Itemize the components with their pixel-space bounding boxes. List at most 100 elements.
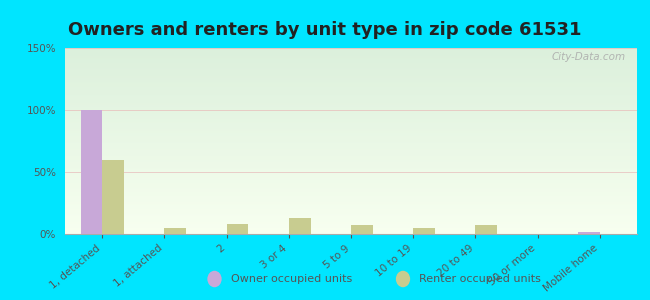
Bar bbox=[65, 184, 637, 185]
Bar bbox=[65, 119, 637, 120]
Bar bbox=[65, 70, 637, 71]
Bar bbox=[65, 129, 637, 130]
Bar bbox=[65, 144, 637, 145]
Bar bbox=[65, 188, 637, 189]
Text: City-Data.com: City-Data.com bbox=[551, 52, 625, 62]
Bar bbox=[65, 196, 637, 197]
Bar bbox=[65, 136, 637, 137]
Bar bbox=[65, 98, 637, 99]
Bar bbox=[65, 207, 637, 208]
Bar bbox=[65, 152, 637, 153]
Bar bbox=[65, 107, 637, 108]
Bar bbox=[65, 84, 637, 85]
Bar bbox=[65, 93, 637, 94]
Bar bbox=[65, 53, 637, 54]
Bar bbox=[65, 66, 637, 67]
Bar bbox=[65, 49, 637, 50]
Bar bbox=[65, 149, 637, 150]
Bar bbox=[164, 228, 187, 234]
Bar bbox=[65, 212, 637, 213]
Bar bbox=[65, 177, 637, 178]
Bar bbox=[65, 79, 637, 80]
Bar bbox=[65, 103, 637, 104]
Bar bbox=[65, 86, 637, 87]
Bar bbox=[65, 213, 637, 214]
Bar bbox=[65, 202, 637, 203]
Bar bbox=[65, 138, 637, 139]
Bar bbox=[65, 74, 637, 75]
Bar bbox=[81, 110, 102, 234]
Bar bbox=[65, 229, 637, 230]
Bar bbox=[65, 231, 637, 232]
Bar bbox=[65, 132, 637, 133]
Bar bbox=[65, 205, 637, 206]
Bar bbox=[65, 154, 637, 155]
Bar bbox=[65, 160, 637, 161]
Bar bbox=[65, 176, 637, 177]
Bar bbox=[65, 61, 637, 62]
Bar bbox=[289, 218, 311, 234]
Bar bbox=[65, 101, 637, 102]
Bar bbox=[65, 135, 637, 136]
Bar bbox=[65, 121, 637, 122]
Bar bbox=[65, 146, 637, 147]
Bar bbox=[65, 64, 637, 65]
Bar bbox=[65, 65, 637, 66]
Bar bbox=[65, 141, 637, 142]
Bar bbox=[65, 96, 637, 97]
Bar bbox=[65, 192, 637, 193]
Bar bbox=[65, 118, 637, 119]
Bar bbox=[65, 54, 637, 55]
Bar bbox=[65, 102, 637, 103]
Bar bbox=[65, 122, 637, 123]
Bar bbox=[65, 217, 637, 218]
Bar bbox=[65, 50, 637, 51]
Bar bbox=[65, 219, 637, 220]
Bar bbox=[65, 161, 637, 162]
Bar bbox=[65, 173, 637, 175]
Bar bbox=[65, 182, 637, 183]
Bar bbox=[65, 194, 637, 195]
Bar bbox=[65, 189, 637, 190]
Bar bbox=[65, 200, 637, 202]
Bar bbox=[65, 169, 637, 170]
Bar bbox=[65, 113, 637, 114]
Bar bbox=[65, 162, 637, 163]
Bar bbox=[65, 216, 637, 217]
Bar bbox=[65, 223, 637, 224]
Bar bbox=[65, 76, 637, 77]
Bar bbox=[65, 90, 637, 91]
Bar bbox=[65, 167, 637, 168]
Bar bbox=[65, 206, 637, 207]
Bar bbox=[65, 55, 637, 56]
Bar bbox=[65, 109, 637, 110]
Bar bbox=[65, 158, 637, 159]
Bar bbox=[65, 171, 637, 172]
Bar bbox=[65, 185, 637, 186]
Bar bbox=[65, 82, 637, 83]
Bar bbox=[65, 211, 637, 212]
Bar bbox=[65, 227, 637, 228]
Bar bbox=[65, 203, 637, 204]
Bar bbox=[65, 63, 637, 64]
Bar bbox=[65, 226, 637, 227]
Text: Renter occupied units: Renter occupied units bbox=[419, 274, 541, 284]
Bar bbox=[65, 225, 637, 226]
Bar bbox=[65, 214, 637, 215]
Bar bbox=[65, 127, 637, 128]
Text: Owners and renters by unit type in zip code 61531: Owners and renters by unit type in zip c… bbox=[68, 21, 582, 39]
Bar bbox=[65, 60, 637, 61]
Bar bbox=[65, 126, 637, 127]
Bar bbox=[65, 110, 637, 111]
Bar bbox=[65, 75, 637, 76]
Bar bbox=[65, 202, 637, 203]
Bar bbox=[65, 199, 637, 200]
Bar bbox=[65, 148, 637, 149]
Bar bbox=[65, 204, 637, 205]
Bar bbox=[65, 58, 637, 59]
Bar bbox=[65, 72, 637, 73]
Bar bbox=[65, 220, 637, 221]
Bar bbox=[65, 139, 637, 140]
Bar bbox=[65, 164, 637, 165]
Bar bbox=[65, 151, 637, 152]
